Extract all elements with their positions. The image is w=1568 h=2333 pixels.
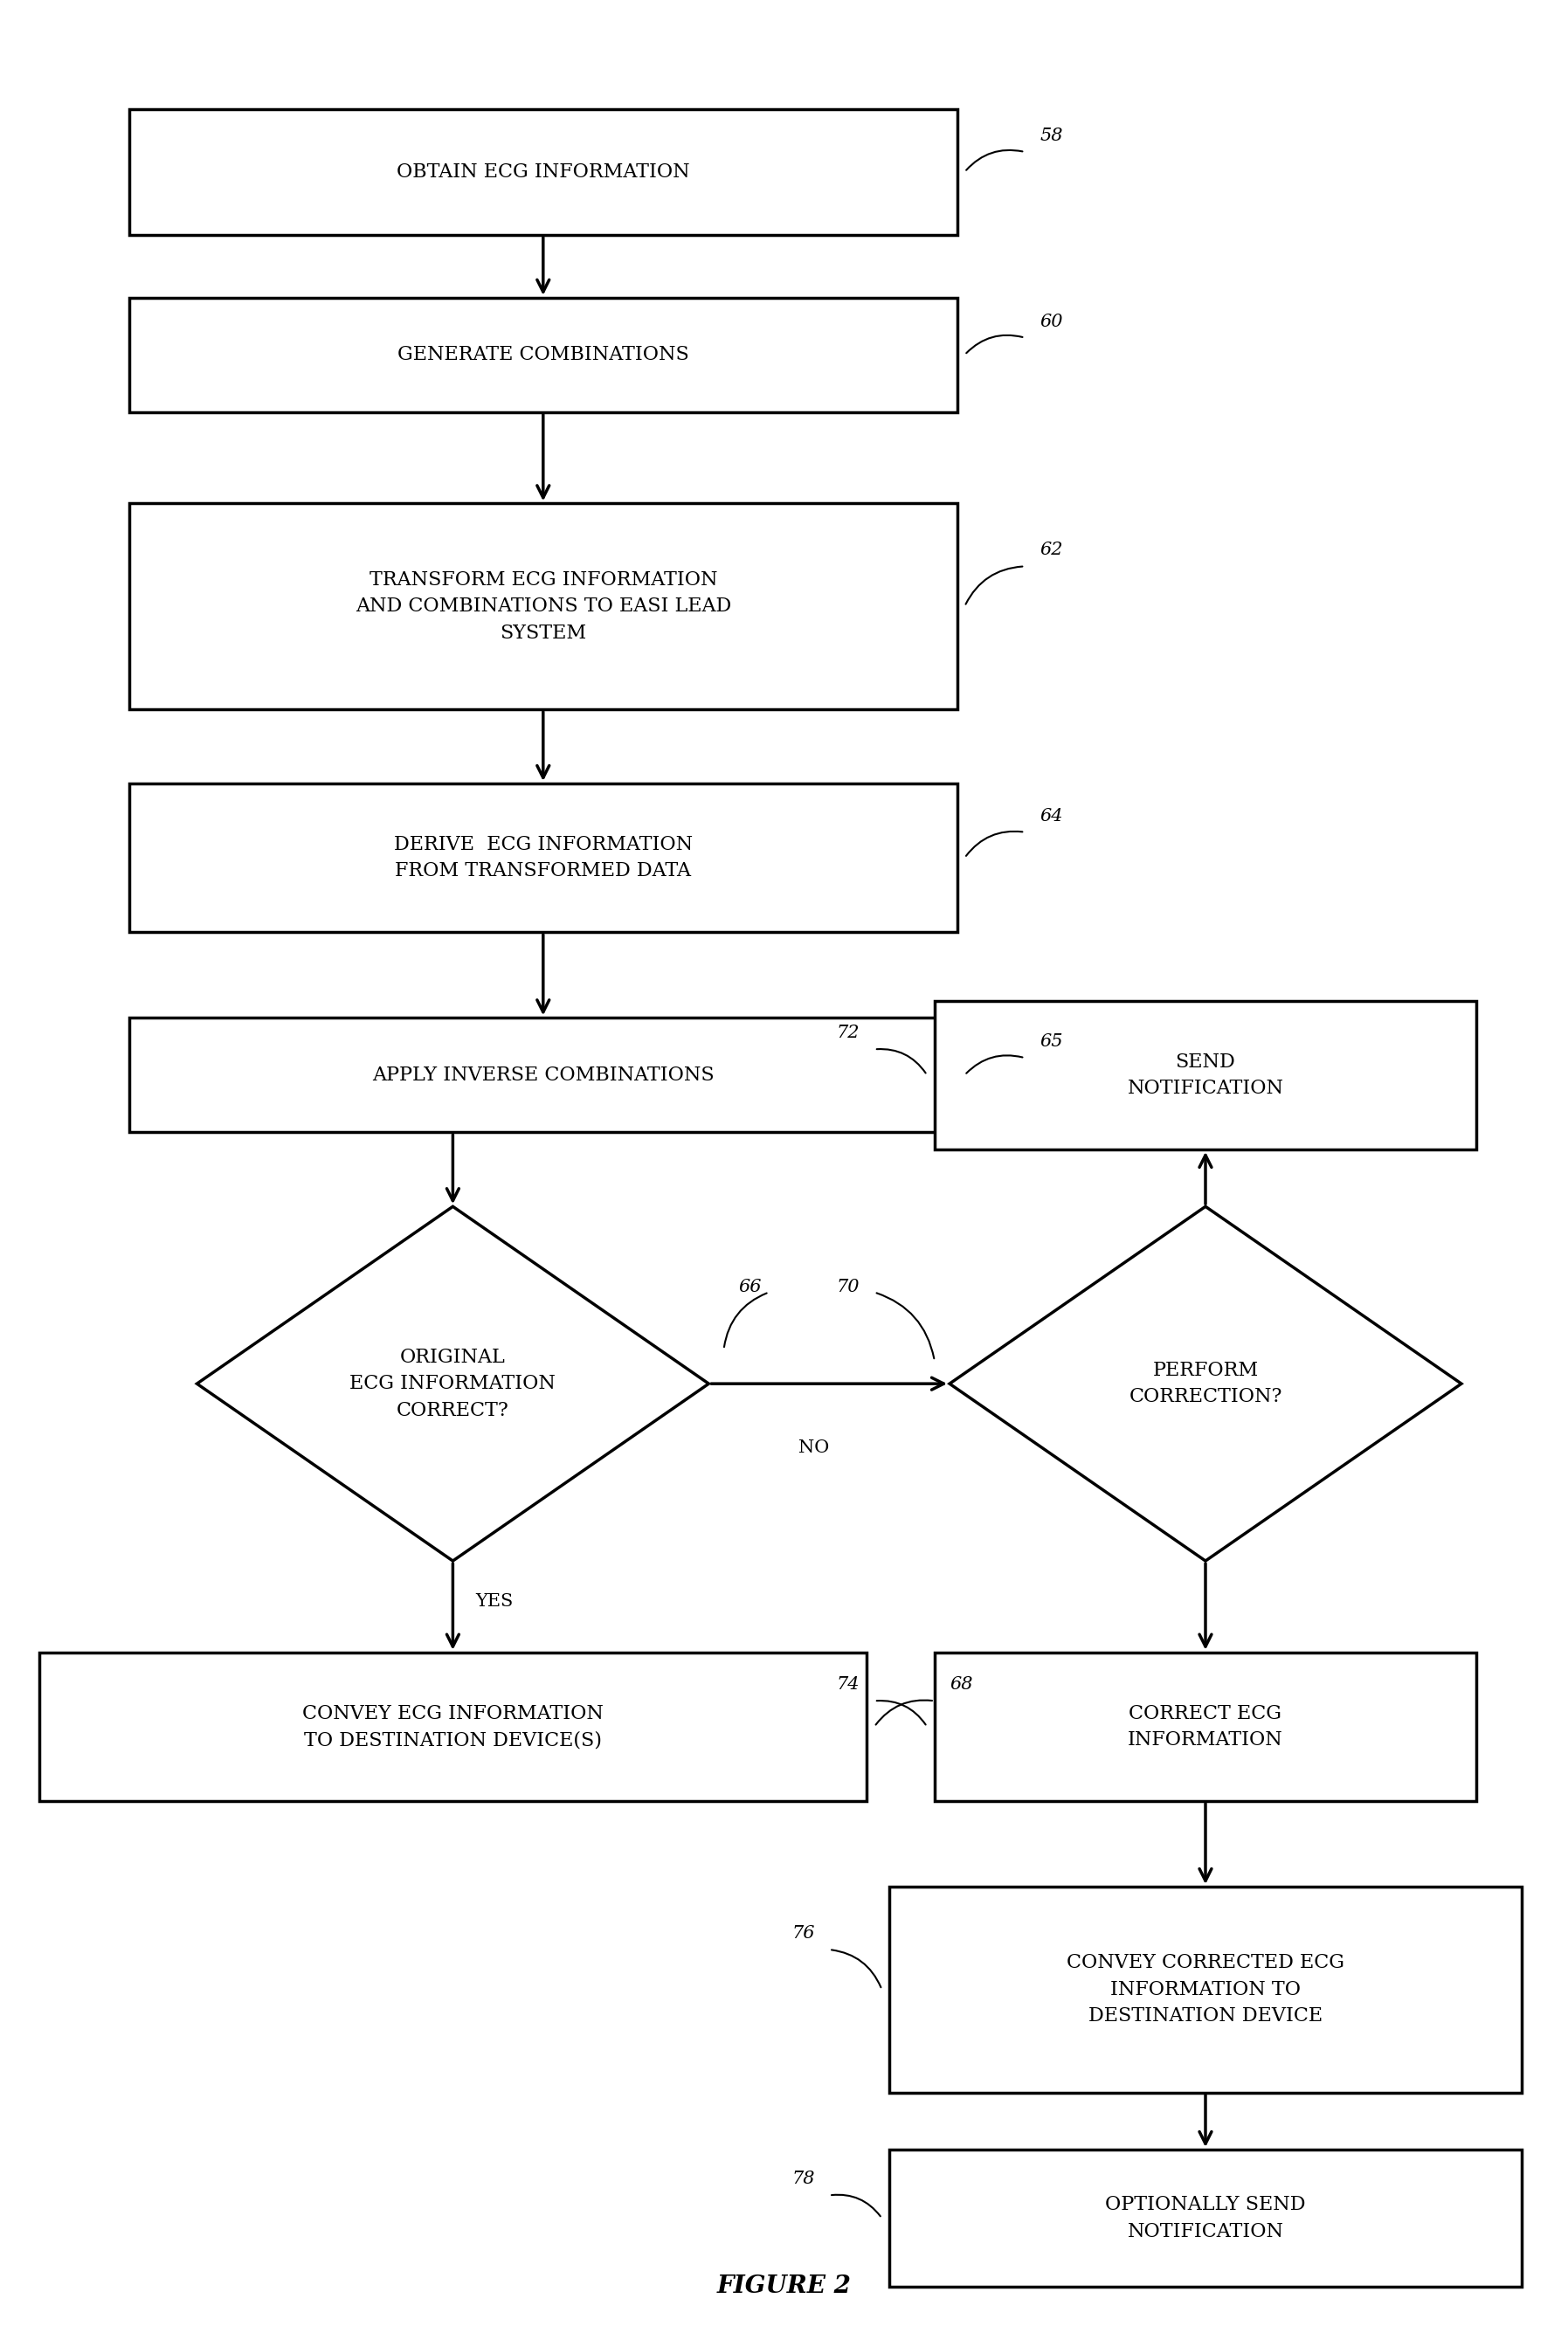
Text: 78: 78 [792, 2170, 815, 2188]
FancyArrowPatch shape [877, 1701, 931, 1724]
Text: DERIVE  ECG INFORMATION
FROM TRANSFORMED DATA: DERIVE ECG INFORMATION FROM TRANSFORMED … [394, 835, 693, 882]
Text: 74: 74 [837, 1677, 859, 1694]
FancyArrowPatch shape [966, 1055, 1022, 1073]
FancyArrowPatch shape [966, 149, 1022, 170]
Polygon shape [198, 1206, 709, 1561]
FancyArrowPatch shape [966, 831, 1022, 856]
Bar [129, 504, 956, 709]
Text: 76: 76 [792, 1925, 815, 1941]
Bar [39, 1652, 867, 1801]
Text: 68: 68 [950, 1677, 972, 1694]
Bar [889, 2149, 1521, 2286]
Text: 64: 64 [1040, 807, 1063, 824]
Text: 66: 66 [739, 1278, 762, 1295]
Text: OPTIONALLY SEND
NOTIFICATION: OPTIONALLY SEND NOTIFICATION [1105, 2195, 1306, 2242]
Bar [935, 1001, 1477, 1150]
Text: ORIGINAL
ECG INFORMATION
CORRECT?: ORIGINAL ECG INFORMATION CORRECT? [350, 1348, 557, 1421]
Text: 65: 65 [1040, 1034, 1063, 1050]
Bar [129, 110, 956, 236]
FancyArrowPatch shape [966, 567, 1022, 604]
Text: FIGURE 2: FIGURE 2 [717, 2275, 851, 2298]
FancyArrowPatch shape [831, 1950, 881, 1988]
Text: OBTAIN ECG INFORMATION: OBTAIN ECG INFORMATION [397, 163, 690, 182]
Text: YES: YES [475, 1593, 513, 1610]
Text: CONVEY CORRECTED ECG
INFORMATION TO
DESTINATION DEVICE: CONVEY CORRECTED ECG INFORMATION TO DEST… [1066, 1953, 1344, 2025]
FancyArrowPatch shape [966, 336, 1022, 352]
Bar [129, 299, 956, 413]
Text: CONVEY ECG INFORMATION
TO DESTINATION DEVICE(S): CONVEY ECG INFORMATION TO DESTINATION DE… [303, 1703, 604, 1750]
Bar [889, 1887, 1521, 2093]
Text: CORRECT ECG
INFORMATION: CORRECT ECG INFORMATION [1127, 1703, 1283, 1750]
Text: PERFORM
CORRECTION?: PERFORM CORRECTION? [1129, 1360, 1283, 1407]
Polygon shape [950, 1206, 1461, 1561]
Text: 62: 62 [1040, 541, 1063, 558]
Text: APPLY INVERSE COMBINATIONS: APPLY INVERSE COMBINATIONS [372, 1066, 713, 1085]
Text: 60: 60 [1040, 313, 1063, 329]
Text: 72: 72 [837, 1024, 859, 1041]
Text: 70: 70 [837, 1278, 859, 1295]
Text: TRANSFORM ECG INFORMATION
AND COMBINATIONS TO EASI LEAD
SYSTEM: TRANSFORM ECG INFORMATION AND COMBINATIO… [356, 569, 731, 642]
FancyArrowPatch shape [877, 1292, 935, 1358]
Text: GENERATE COMBINATIONS: GENERATE COMBINATIONS [397, 345, 688, 364]
Bar [129, 784, 956, 933]
FancyArrowPatch shape [877, 1050, 925, 1073]
Text: SEND
NOTIFICATION: SEND NOTIFICATION [1127, 1052, 1284, 1099]
Text: 58: 58 [1040, 128, 1063, 145]
Bar [935, 1652, 1477, 1801]
FancyArrowPatch shape [724, 1292, 767, 1346]
Bar [129, 1017, 956, 1132]
Text: NO: NO [798, 1439, 829, 1456]
FancyArrowPatch shape [877, 1701, 925, 1724]
FancyArrowPatch shape [831, 2195, 880, 2216]
